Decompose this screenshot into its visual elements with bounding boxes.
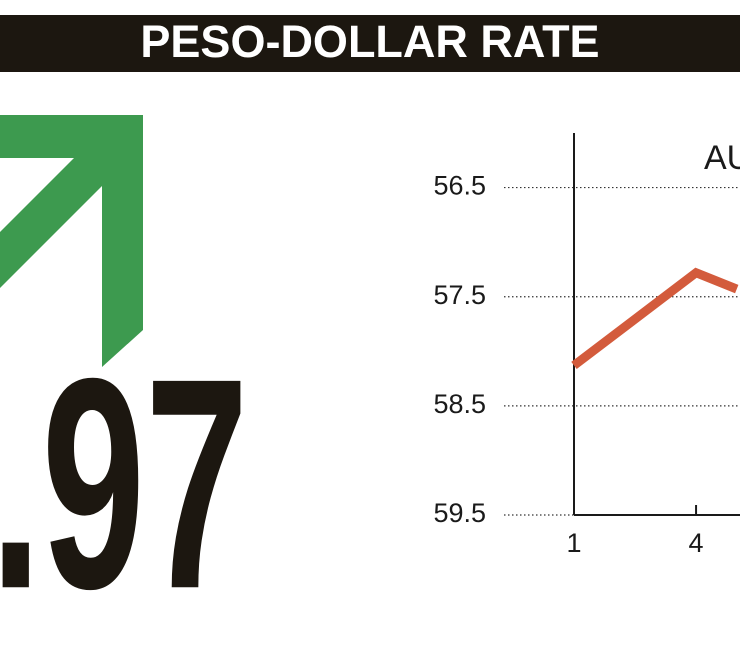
big-number: .97 — [0, 316, 249, 651]
title-bar — [0, 15, 740, 72]
y-tick-label: 59.5 — [433, 498, 486, 528]
y-tick-label: 56.5 — [433, 171, 486, 201]
line-series — [571, 267, 739, 370]
y-tick-label: 57.5 — [433, 280, 486, 310]
x-tick-label: 4 — [689, 528, 704, 558]
up-arrow — [0, 115, 143, 367]
chart-title: AU — [704, 139, 740, 177]
x-tick-label: 1 — [566, 528, 581, 558]
line-chart: AU 56.5 57.5 58.5 59.5 1 4 — [433, 133, 740, 558]
title: PESO-DOLLAR RATE — [140, 16, 599, 67]
y-tick-label: 58.5 — [433, 389, 486, 419]
